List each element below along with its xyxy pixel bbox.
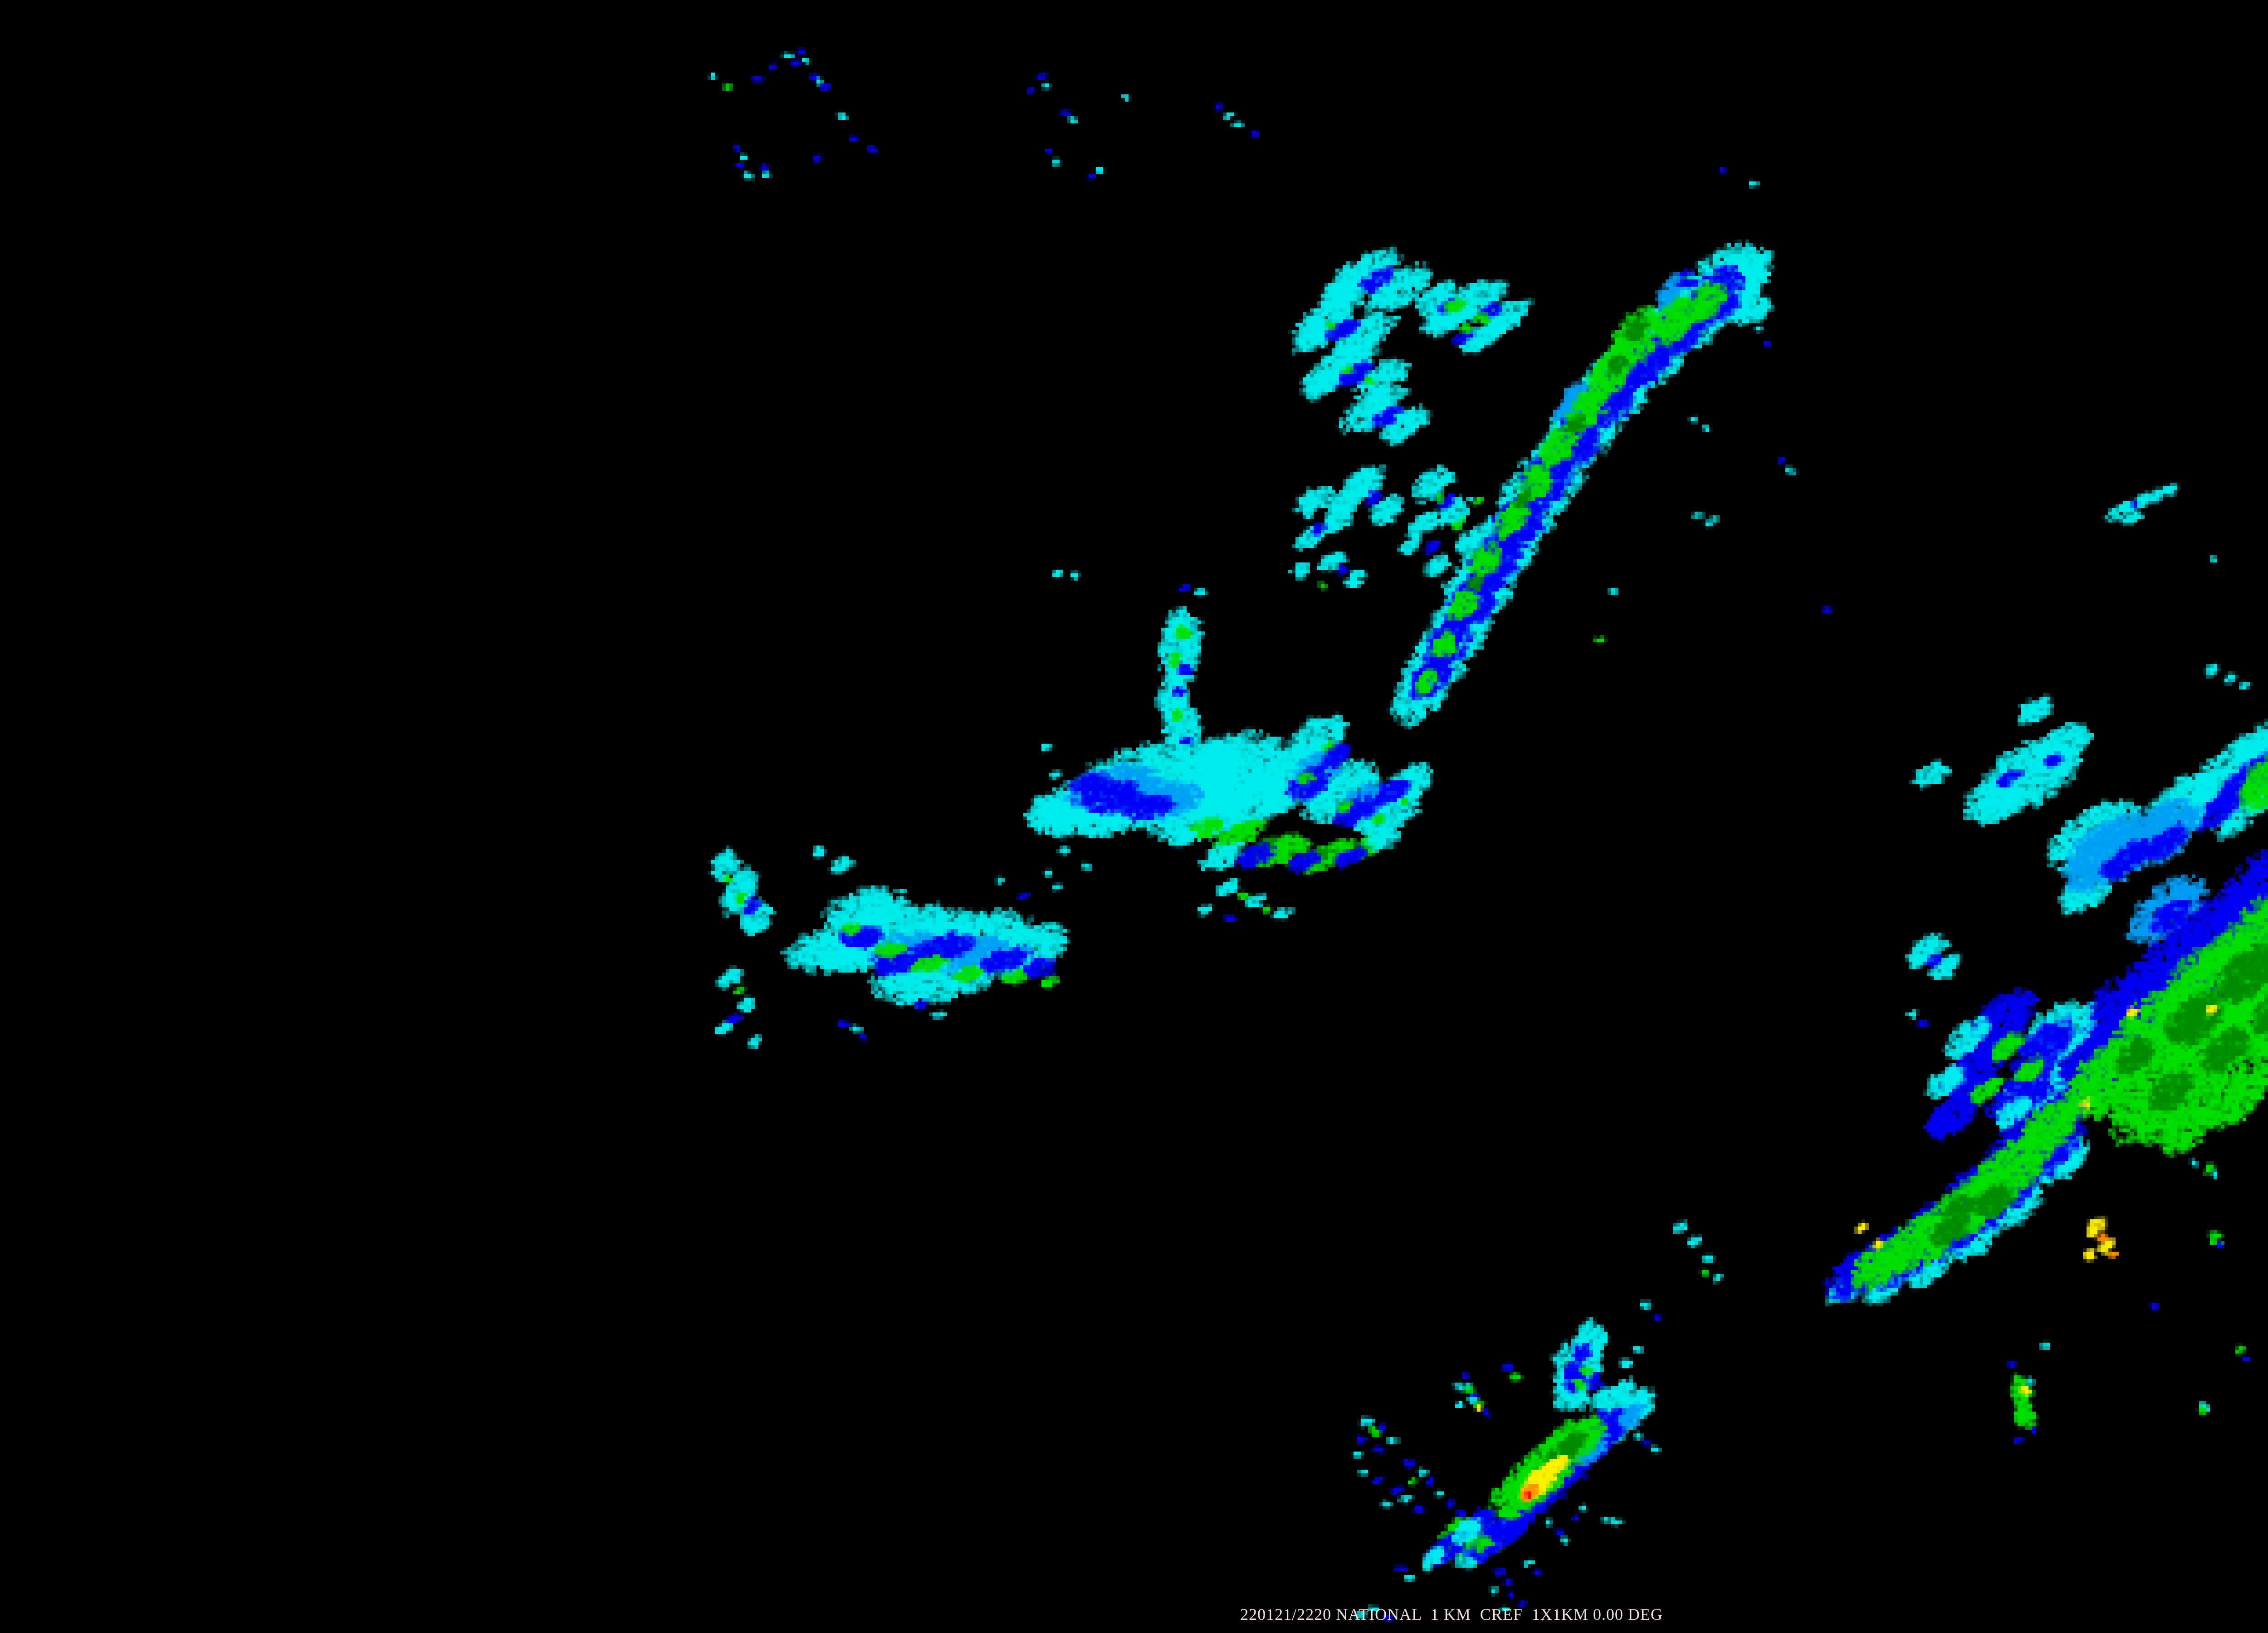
product-caption: 220121/2220 NATIONAL 1 KM CREF 1X1KM 0.0… [1240, 1605, 1663, 1623]
